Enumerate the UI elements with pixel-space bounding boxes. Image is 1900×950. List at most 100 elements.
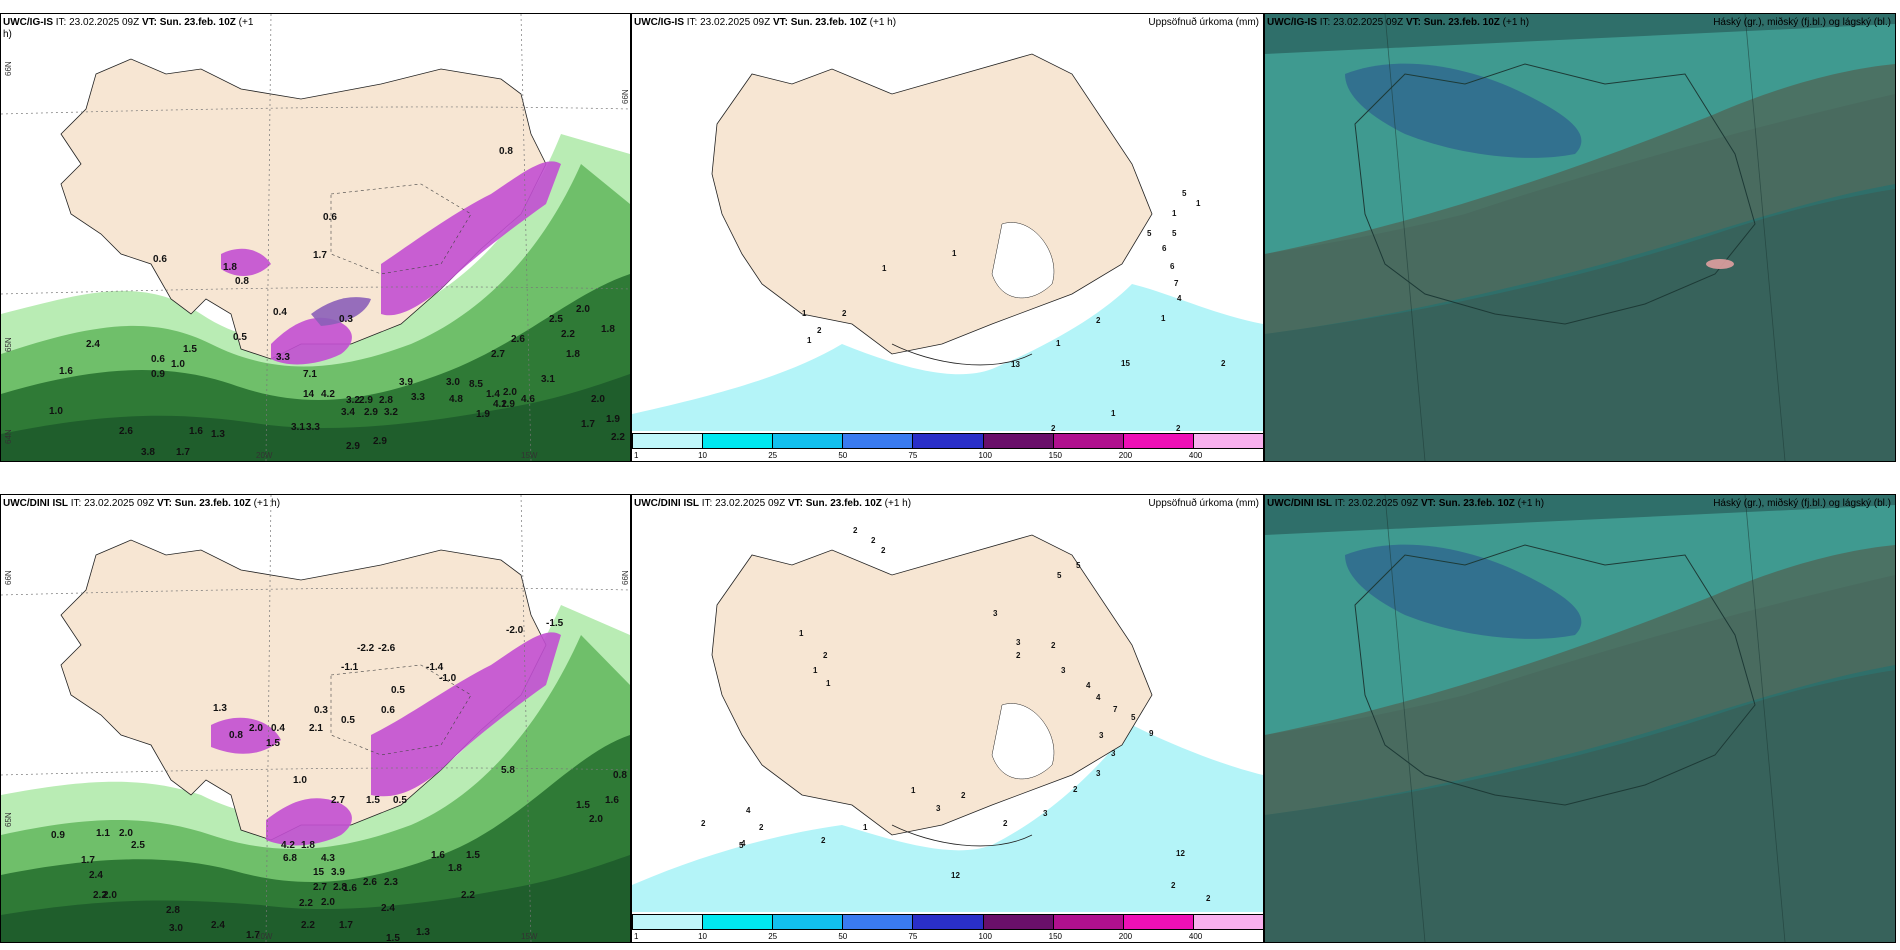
value-label: 0.3 xyxy=(314,705,328,716)
value-label: 3.0 xyxy=(446,377,460,388)
value-label: 2.4 xyxy=(381,903,395,914)
colorbar-tick-label: 50 xyxy=(838,451,848,460)
colorbar-tick-label: 150 xyxy=(1048,451,1063,460)
model-name: UWC/DINI ISL xyxy=(3,498,68,509)
value-label: 4.2 xyxy=(493,399,507,410)
value-label: 2.6 xyxy=(363,877,377,888)
init-time: IT: 23.02.2025 09Z xyxy=(701,498,786,509)
value-label: 1.4 xyxy=(486,389,500,400)
value-label: 2 xyxy=(1206,894,1211,903)
value-label: 4 xyxy=(1086,681,1091,690)
value-label: 4 xyxy=(741,839,746,848)
value-label: 3.1 xyxy=(541,374,555,385)
value-label: 2 xyxy=(821,836,826,845)
colorbar-tick-label: 200 xyxy=(1118,932,1133,941)
init-time: IT: 23.02.2025 09Z xyxy=(686,17,771,28)
value-label: 0.8 xyxy=(613,770,627,781)
value-label: 2.0 xyxy=(103,890,117,901)
value-label: 6 xyxy=(1170,262,1175,271)
value-label: 2.4 xyxy=(211,920,225,931)
value-label: -1.0 xyxy=(439,673,457,684)
value-label: 2 xyxy=(961,791,966,800)
value-label: 5 xyxy=(739,841,744,850)
lat-label: 66N xyxy=(621,89,630,104)
colorbar-swatch xyxy=(1122,433,1194,449)
value-label: 1.0 xyxy=(293,775,307,786)
value-label: 2 xyxy=(1003,819,1008,828)
panel-header: UWC/IG-IS IT: 23.02.2025 09Z VT: Sun. 23… xyxy=(3,17,626,31)
value-label: 1 xyxy=(1172,209,1177,218)
value-label: 1 xyxy=(863,823,868,832)
value-label: 2.2 xyxy=(301,920,315,931)
value-label: 2.7 xyxy=(331,795,345,806)
value-label: 1.3 xyxy=(416,927,430,938)
value-label: 1.7 xyxy=(581,419,595,430)
lat-label: 65N xyxy=(4,337,13,352)
value-label: 1.5 xyxy=(576,800,590,811)
value-label: 2.4 xyxy=(86,339,100,350)
colorbar-tick-label: 150 xyxy=(1048,932,1063,941)
accumulated-precip-map xyxy=(632,14,1263,431)
colorbar-swatch xyxy=(982,914,1054,930)
value-label: 4.8 xyxy=(449,394,463,405)
value-label: 7.1 xyxy=(303,369,317,380)
value-label: 1.7 xyxy=(246,930,260,941)
value-label: 2 xyxy=(1221,359,1226,368)
value-label: 0.5 xyxy=(391,685,405,696)
value-label: 4.2 xyxy=(321,389,335,400)
value-label: 15 xyxy=(1121,359,1130,368)
colorbar-swatch xyxy=(1052,433,1124,449)
lon-label: 15W xyxy=(521,932,538,941)
value-label: 6.8 xyxy=(283,853,297,864)
value-label: 1.8 xyxy=(566,349,580,360)
valid-time: VT: Sun. 23.feb. 10Z xyxy=(141,17,236,28)
value-label: 4 xyxy=(746,806,751,815)
lat-label: 66N xyxy=(4,570,13,585)
value-label: 1.6 xyxy=(59,366,73,377)
value-label: 1 xyxy=(882,264,887,273)
value-label: 3 xyxy=(993,609,998,618)
value-label: 0.5 xyxy=(341,715,355,726)
value-label: 5 xyxy=(1057,571,1062,580)
panel-header: UWC/IG-IS IT: 23.02.2025 09Z VT: Sun. 23… xyxy=(1267,17,1891,31)
value-label: 0.8 xyxy=(229,730,243,741)
value-label: 3.8 xyxy=(141,447,155,458)
value-label: 1.3 xyxy=(211,429,225,440)
value-label: 2.2 xyxy=(299,898,313,909)
valid-time: VT: Sun. 23.feb. 10Z xyxy=(772,17,867,28)
value-label: 1.8 xyxy=(601,324,615,335)
lead-time-continued: h) xyxy=(3,29,12,40)
value-label: 1 xyxy=(826,679,831,688)
value-label: 2.2 xyxy=(93,890,107,901)
value-label: 1.7 xyxy=(176,447,190,458)
colorbar-tick-label: 25 xyxy=(768,932,778,941)
value-label: 1 xyxy=(1056,339,1061,348)
value-label: 2 xyxy=(1051,641,1056,650)
value-label: 1.5 xyxy=(466,850,480,861)
model-name: UWC/DINI ISL xyxy=(634,498,699,509)
value-label: 1.6 xyxy=(605,795,619,806)
colorbar-swatch xyxy=(632,914,704,930)
model-name: UWC/IG-IS xyxy=(1267,17,1317,28)
value-label: 0.8 xyxy=(235,276,249,287)
value-label: 2.3 xyxy=(384,877,398,888)
colorbar-tick-label: 75 xyxy=(908,451,918,460)
value-label: 1.6 xyxy=(343,883,357,894)
value-label: 5 xyxy=(1076,561,1081,570)
colorbar-swatch xyxy=(1052,914,1124,930)
value-label: 2.6 xyxy=(511,334,525,345)
model-name: UWC/IG-IS xyxy=(3,17,53,28)
colorbar-swatch xyxy=(1192,433,1263,449)
value-label: 0.6 xyxy=(153,254,167,265)
value-label: 2.5 xyxy=(549,314,563,325)
value-label: 7 xyxy=(1174,279,1179,288)
value-label: 2.6 xyxy=(119,426,133,437)
value-label: 2.9 xyxy=(373,436,387,447)
value-label: 2 xyxy=(1176,424,1181,433)
value-label: 1.5 xyxy=(183,344,197,355)
value-label: 3 xyxy=(1061,666,1066,675)
colorbar-tick-label: 10 xyxy=(698,451,708,460)
value-label: 3.9 xyxy=(399,377,413,388)
model-name: UWC/DINI ISL xyxy=(1267,498,1332,509)
value-label: 3.3 xyxy=(411,392,425,403)
